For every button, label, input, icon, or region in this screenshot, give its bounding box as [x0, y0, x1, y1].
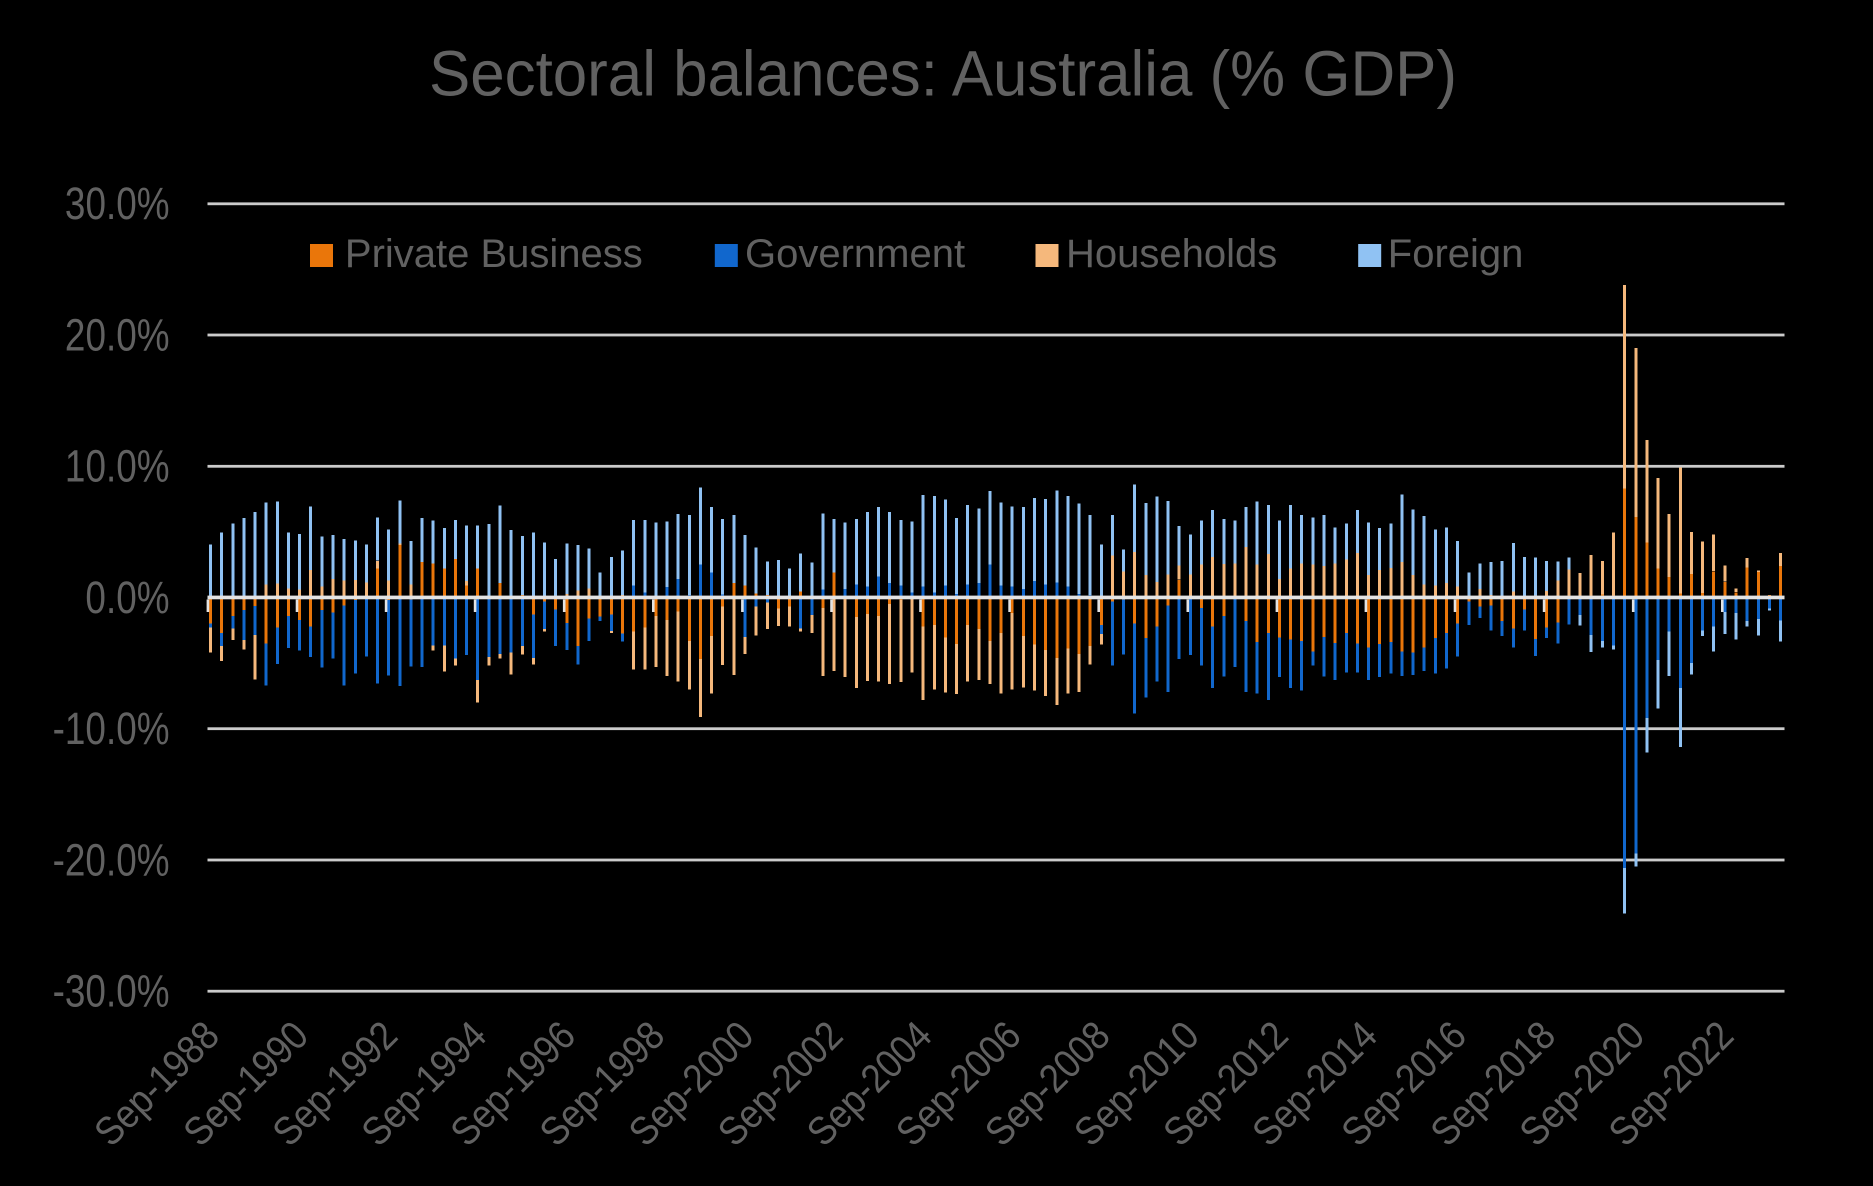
svg-text:Foreign: Foreign — [1388, 232, 1524, 276]
svg-text:Sectoral balances: Australia (: Sectoral balances: Australia (% GDP) — [429, 38, 1457, 110]
svg-text:-10.0%: -10.0% — [53, 704, 170, 754]
svg-text:-20.0%: -20.0% — [53, 835, 170, 885]
svg-text:Private Business: Private Business — [345, 232, 643, 276]
svg-text:10.0%: 10.0% — [65, 441, 170, 491]
svg-text:-30.0%: -30.0% — [53, 966, 170, 1016]
svg-text:30.0%: 30.0% — [65, 179, 170, 229]
svg-text:20.0%: 20.0% — [65, 310, 170, 360]
svg-text:Government: Government — [745, 232, 965, 276]
svg-text:Households: Households — [1066, 232, 1277, 276]
svg-text:0.0%: 0.0% — [85, 572, 169, 622]
